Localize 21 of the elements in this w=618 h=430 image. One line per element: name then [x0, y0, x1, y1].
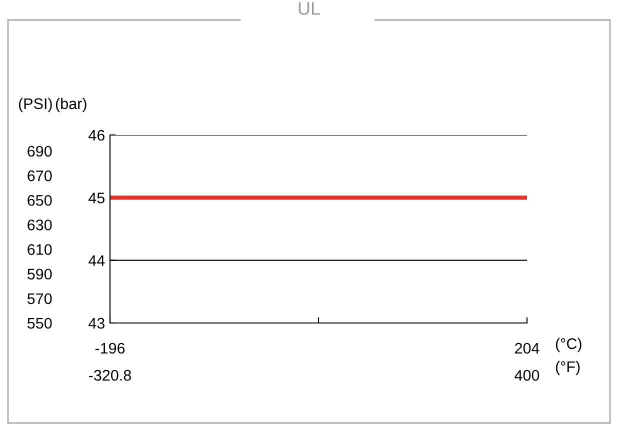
chart-title: UL [298, 2, 320, 15]
y-tick-label: 43 [88, 318, 104, 329]
y2-tick-label: 550 [27, 318, 52, 329]
y2-tick-label: 610 [28, 244, 52, 255]
x2-tick-label: -320.8 [89, 370, 131, 381]
y-tick-label: 45 [88, 192, 104, 204]
y-tick-label: 46 [88, 130, 104, 141]
x-tick-label: 204 [515, 342, 540, 354]
y2-tick-label: 690 [28, 146, 52, 157]
y-tick-label: 44 [88, 255, 105, 266]
y-axis-title: (bar) [56, 98, 86, 112]
y2-tick-label: 650 [28, 194, 52, 206]
y2-tick-label: 570 [27, 293, 52, 304]
y2-tick-label: 590 [27, 268, 52, 280]
y2-tick-label: 670 [28, 170, 52, 182]
x2-axis-title: (°F) [556, 360, 580, 376]
x-axis-title: (°C) [556, 338, 582, 352]
y2-tick-label: 630 [28, 220, 52, 230]
x-tick-label: -196 [95, 342, 125, 354]
y2-axis-title: (PSI) [18, 98, 52, 112]
x2-tick-label: 400 [514, 370, 540, 381]
